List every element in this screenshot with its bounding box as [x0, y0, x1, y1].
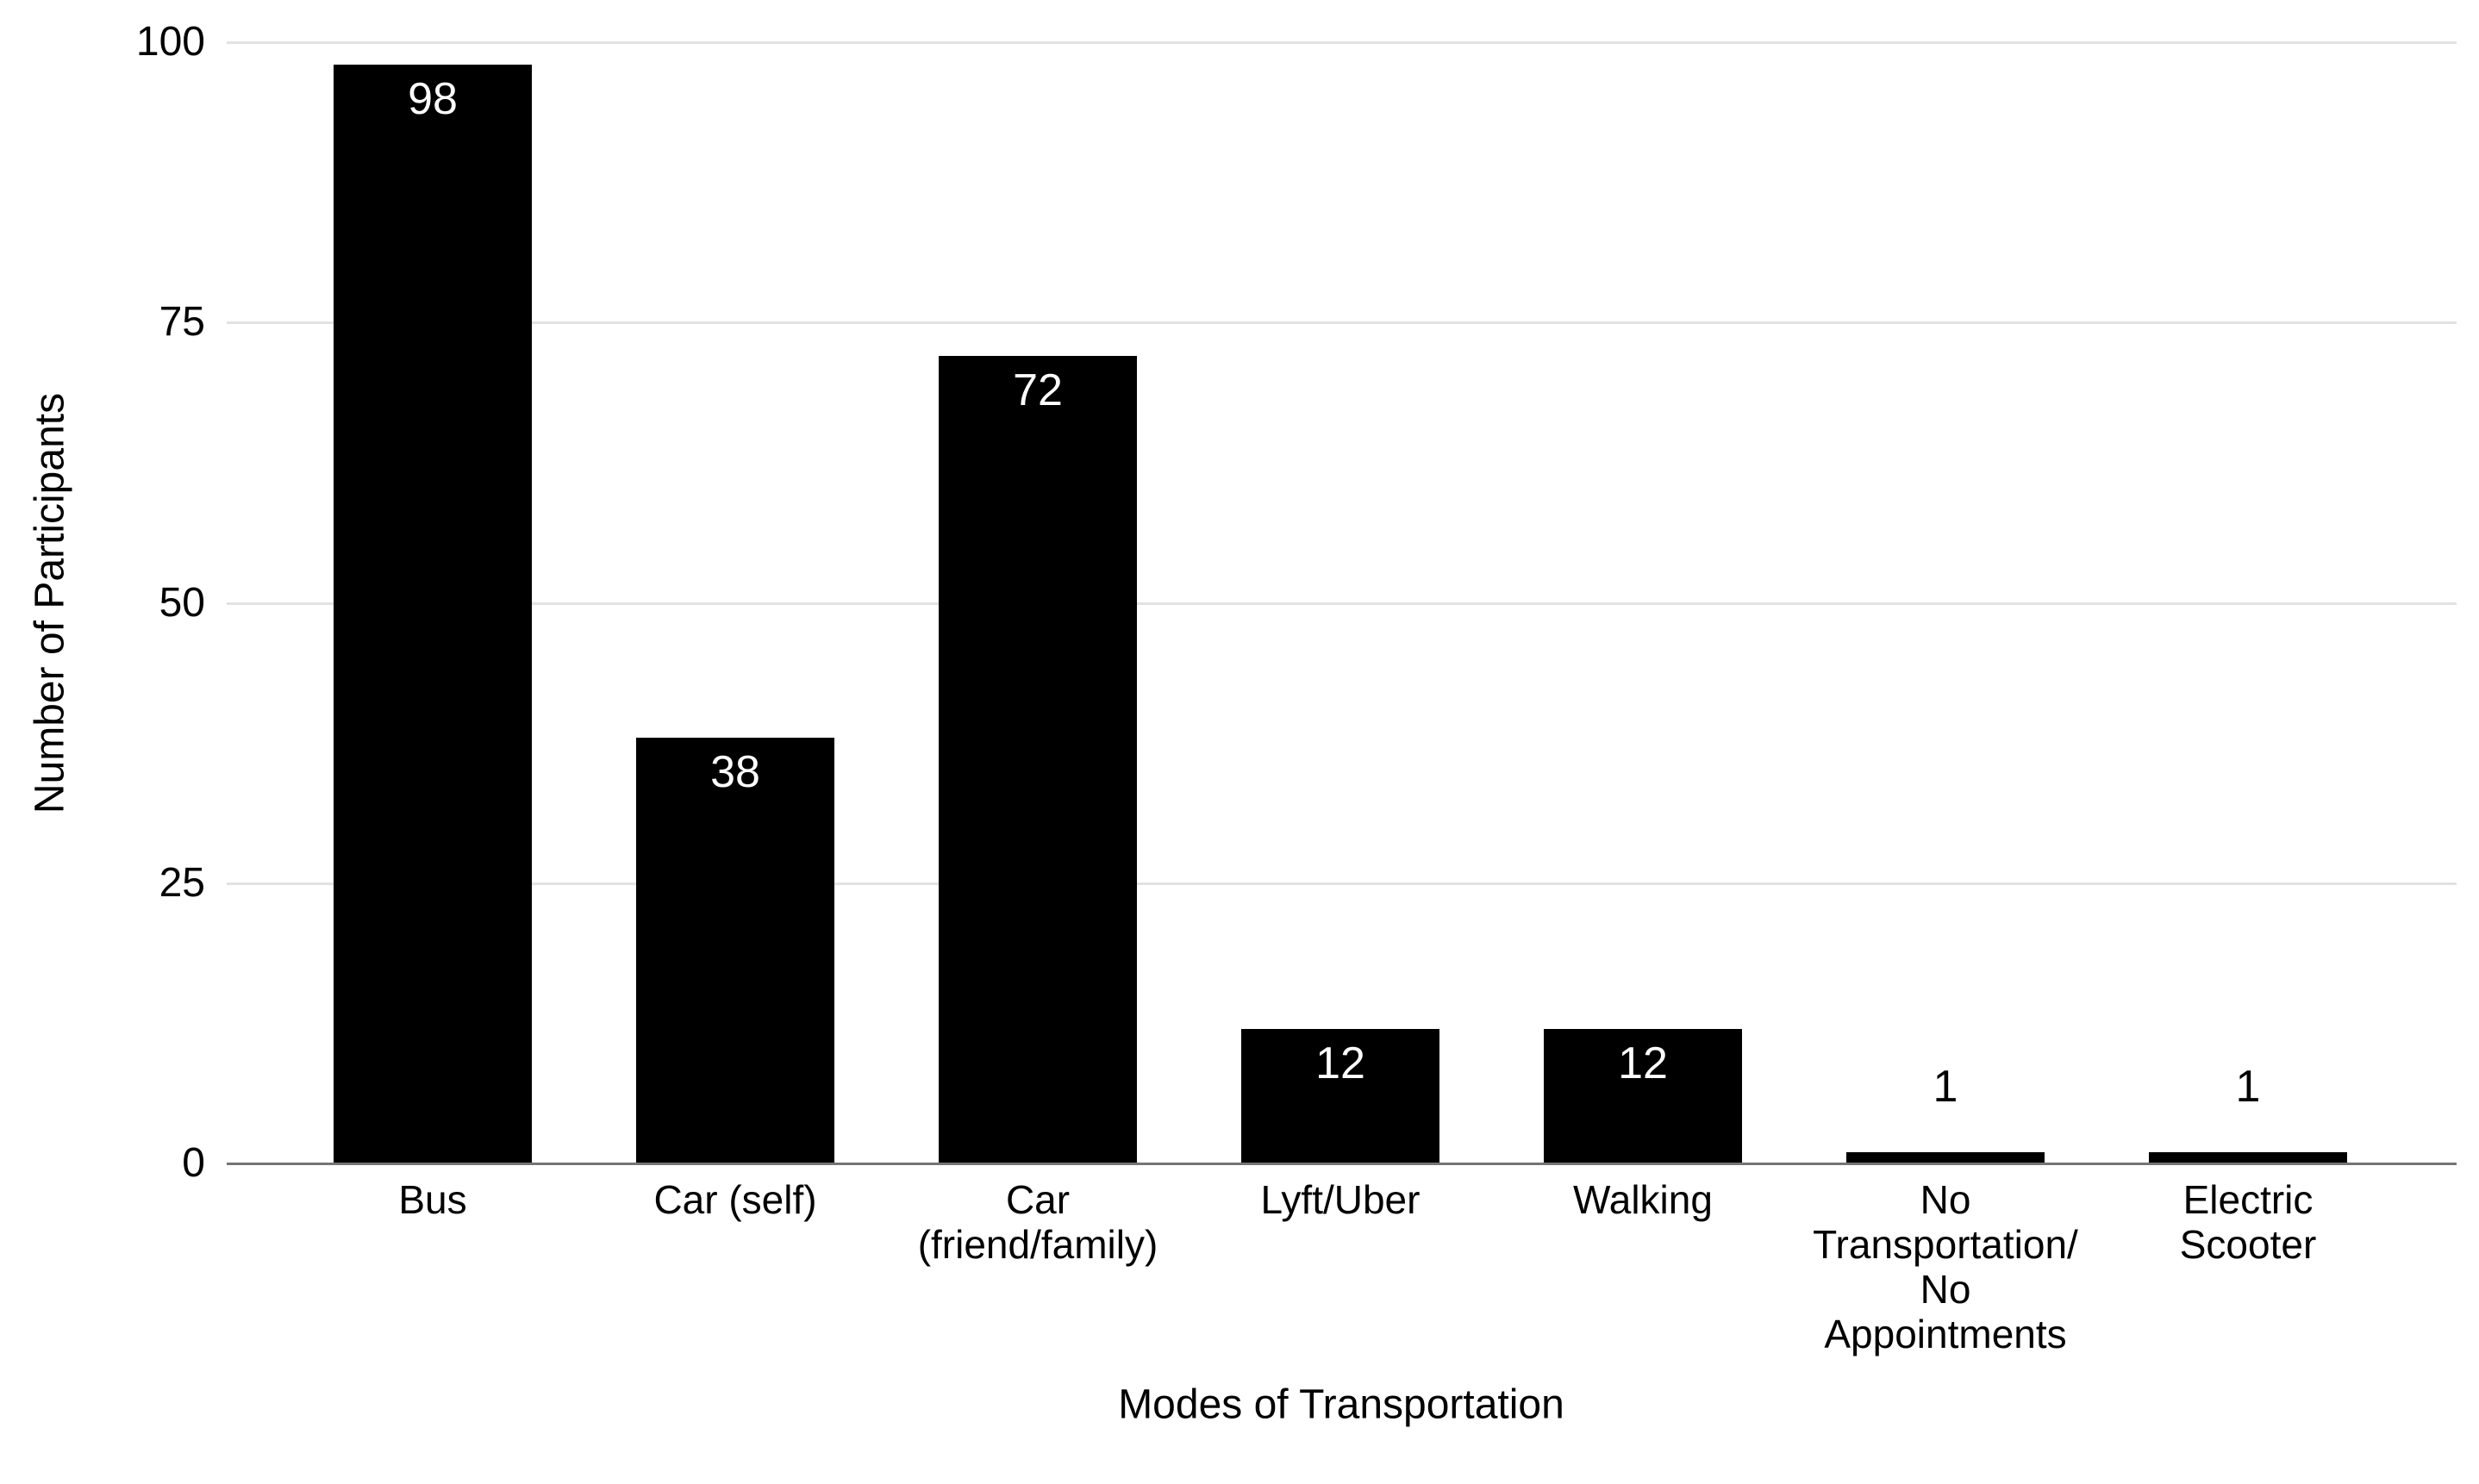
y-tick-label: 100 [135, 19, 205, 65]
bar-value-label: 38 [710, 746, 760, 797]
category-label: Electric Scooter [2179, 1177, 2317, 1267]
bar [1846, 1151, 2045, 1163]
bar [1241, 1028, 1439, 1163]
gridline [227, 321, 2457, 325]
category-label: Bus [398, 1177, 467, 1222]
bar [1544, 1028, 1742, 1163]
bar [636, 737, 834, 1163]
bar-value-label: 98 [408, 74, 458, 125]
gridline [227, 602, 2457, 605]
y-tick-label: 50 [159, 579, 205, 626]
x-axis-title: Modes of Transportation [1118, 1381, 1564, 1428]
category-label: Car (self) [653, 1177, 817, 1222]
bar-value-label: 1 [2235, 1061, 2261, 1112]
bar [334, 65, 532, 1163]
y-tick-label: 0 [182, 1140, 205, 1186]
gridline [227, 41, 2457, 44]
bar-value-label: 1 [1933, 1061, 1958, 1112]
bar [2149, 1151, 2347, 1163]
category-label: Car (friend/family) [917, 1177, 1158, 1267]
category-label: Lyft/Uber [1260, 1177, 1421, 1222]
bar [939, 356, 1137, 1163]
y-tick-label: 25 [159, 859, 205, 906]
bar-value-label: 12 [1315, 1038, 1365, 1088]
gridline [227, 882, 2457, 885]
y-tick-label: 75 [159, 299, 205, 346]
x-axis-line [227, 1163, 2457, 1165]
bar-value-label: 12 [1618, 1038, 1668, 1088]
category-label: No Transportation/ No Appointments [1813, 1177, 2078, 1356]
bar-value-label: 72 [1013, 365, 1063, 416]
category-label: Walking [1573, 1177, 1713, 1222]
